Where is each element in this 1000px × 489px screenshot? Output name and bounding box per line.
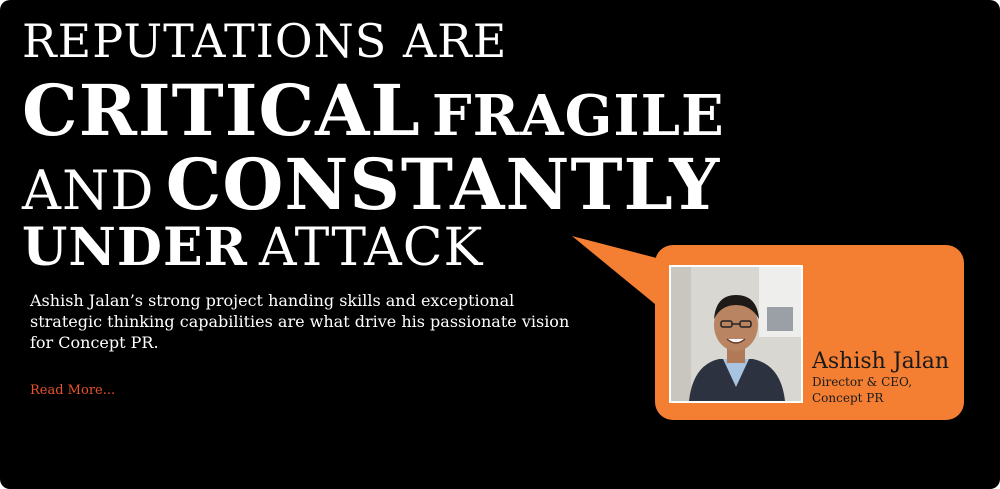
headline-text: CRITICAL <box>22 69 421 152</box>
profile-photo <box>669 265 803 403</box>
headline-line-2: CRITICAL FRAGILE <box>22 76 725 146</box>
person-photo-icon <box>671 267 801 401</box>
headline-line-4: UNDER ATTACK <box>22 222 725 275</box>
profile-title-line: Concept PR <box>812 390 884 405</box>
headline-text: UNDER <box>22 217 248 278</box>
profile-title: Director & CEO, Concept PR <box>812 375 912 406</box>
headline-line-3: AND CONSTANTLY <box>22 150 725 220</box>
profile-title-line: Director & CEO, <box>812 375 913 389</box>
headline-text: AND <box>22 159 155 222</box>
headline-line-1: REPUTATIONS ARE <box>22 18 725 64</box>
bio-text: Ashish Jalan’s strong project handing sk… <box>30 291 570 352</box>
read-more-link[interactable]: Read More... <box>30 383 116 398</box>
headline-text: ATTACK <box>258 218 484 278</box>
headline-text: REPUTATIONS ARE <box>22 14 508 68</box>
headline-text: FRAGILE <box>431 83 725 149</box>
profile-speech-bubble: Ashish Jalan Director & CEO, Concept PR <box>655 245 964 420</box>
headline: REPUTATIONS ARE CRITICAL FRAGILE AND CON… <box>22 18 725 274</box>
profile-name: Ashish Jalan <box>812 349 950 374</box>
headline-text: CONSTANTLY <box>165 143 721 226</box>
